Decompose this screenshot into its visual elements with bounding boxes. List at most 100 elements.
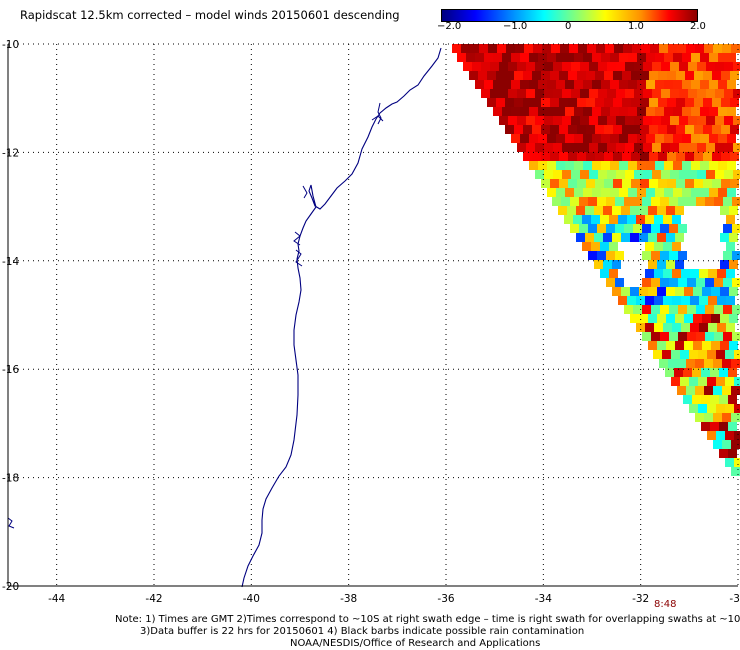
swath-cell [622,179,631,188]
swath-cell [607,89,616,98]
swath-cell [664,188,673,197]
swath-cell [642,278,651,287]
swath-cell [616,170,625,179]
swath-cell [577,71,586,80]
swath-cell [526,62,535,71]
swath-cell [723,197,732,206]
swath-cell [730,152,739,161]
swath-cell [678,197,687,206]
swath-cell [547,53,556,62]
swath-cell [696,197,705,206]
swath-cell [683,368,692,377]
swath-cell [718,107,727,116]
swath-cell [675,314,684,323]
swath-cell [676,98,685,107]
swath-cell [670,116,679,125]
swath-cell [524,44,533,53]
swath-cell [726,242,735,251]
swath-cell [701,368,710,377]
swath-cell [565,134,574,143]
swath-cell [610,53,619,62]
swath-cell [481,89,490,98]
swath-cell [689,377,698,386]
swath-cell [703,152,712,161]
swath-cell [535,89,544,98]
swath-cell [538,107,547,116]
swath-cell [538,80,547,89]
swath-cell [589,170,598,179]
swath-cell [725,458,734,467]
latitude-tick-label: -16 [2,364,19,376]
swath-cell [571,62,580,71]
swath-cell [677,386,686,395]
swath-cell [646,188,655,197]
swath-cell [717,296,726,305]
swath-cell [538,134,547,143]
swath-cell [651,251,660,260]
swath-cell [668,359,677,368]
swath-cell [478,71,487,80]
swath-cell [681,269,690,278]
swath-cell [475,53,484,62]
swath-cell [487,98,496,107]
swath-cell [580,143,589,152]
swath-cell [691,53,700,62]
swath-cell [618,215,627,224]
swath-cell [574,161,583,170]
swath-cell [657,233,666,242]
swath-cell [686,44,695,53]
swath-cell [702,314,711,323]
swath-cell [651,278,660,287]
swath-cell [727,134,736,143]
swath-cell [679,89,688,98]
swath-cell [668,44,677,53]
swath-cell [579,197,588,206]
swath-cell [700,134,709,143]
swath-cell [603,206,612,215]
swath-cell [672,269,681,278]
swath-cell [698,377,707,386]
swath-cell [698,350,707,359]
swath-cell [695,44,704,53]
colorbar-tick: 1.0 [628,21,644,32]
swath-cell [671,377,680,386]
swath-cell [550,179,559,188]
swath-cell [695,413,704,422]
swath-cell [732,224,740,233]
swath-cell [670,62,679,71]
swath-cell [547,80,556,89]
swath-cell [672,215,681,224]
swath-cell [631,152,640,161]
swath-cell [726,269,735,278]
swath-cell [642,332,651,341]
swath-cell [637,107,646,116]
swath-cell [723,251,732,260]
swath-cell [630,233,639,242]
swath-cell [646,134,655,143]
swath-cell [592,134,601,143]
swath-cell [713,44,722,53]
swath-cell [479,44,488,53]
swath-cell [587,44,596,53]
swath-cell [678,251,687,260]
swath-cell [630,314,639,323]
swath-cell [553,170,562,179]
swath-cell [670,170,679,179]
swath-cell [463,62,472,71]
colorbar-tick: −2.0 [437,21,462,32]
swath-cell [721,152,730,161]
swath-cell [693,287,702,296]
swath-cell [567,206,576,215]
swath-cell [718,161,727,170]
swath-cell [613,179,622,188]
swath-cell [574,80,583,89]
swath-cell [672,323,681,332]
swath-cell [667,98,676,107]
swath-cell [592,80,601,89]
swath-cell [700,80,709,89]
swath-cell [550,98,559,107]
swath-cell [690,269,699,278]
swath-cell [691,188,700,197]
swath-cell [607,62,616,71]
swath-cell [499,116,508,125]
